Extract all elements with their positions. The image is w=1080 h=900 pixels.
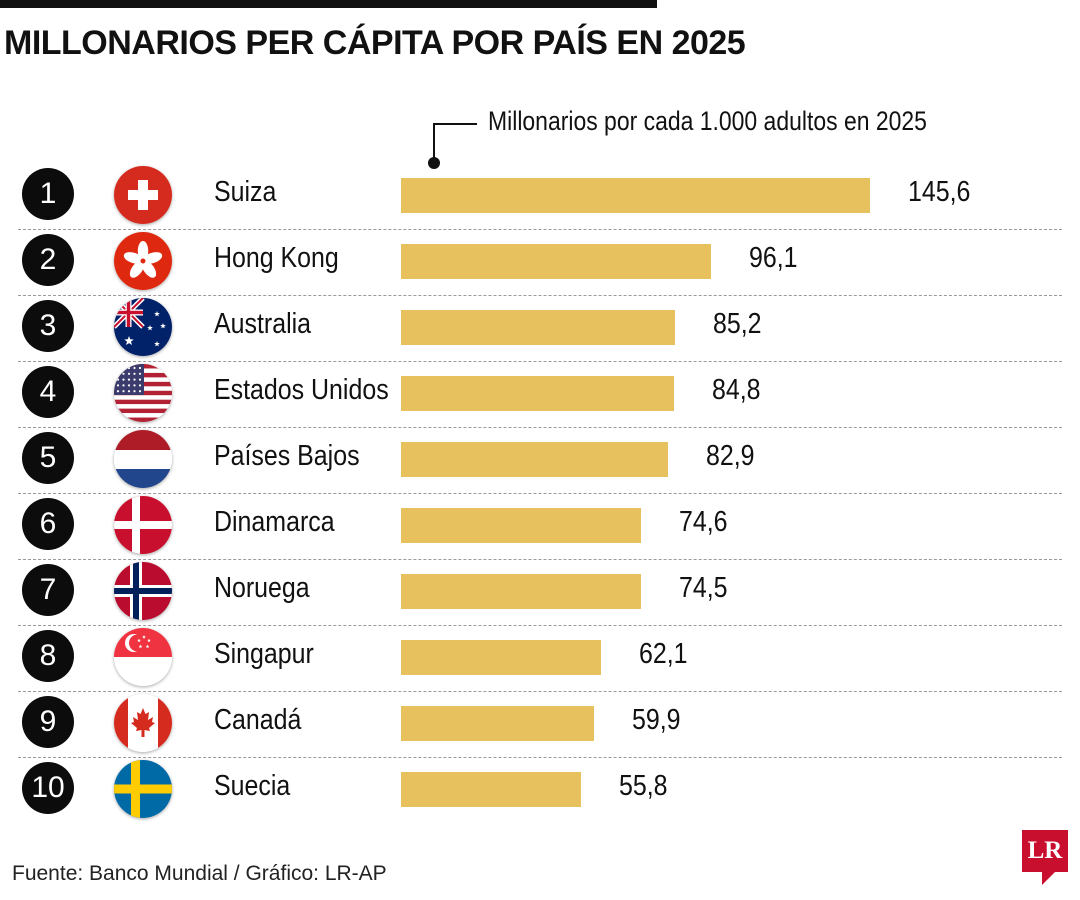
value-label: 55,8 bbox=[619, 770, 668, 802]
rank-badge: 5 bbox=[22, 432, 74, 484]
country-label: Países Bajos bbox=[214, 440, 360, 472]
chart-row: 3 Australia 85,2 bbox=[0, 295, 1080, 362]
rank-badge: 8 bbox=[22, 630, 74, 682]
data-bar bbox=[401, 244, 711, 279]
annotation-dot bbox=[428, 157, 440, 169]
value-label: 84,8 bbox=[712, 374, 761, 406]
source-note: Fuente: Banco Mundial / Gráfico: LR-AP bbox=[12, 862, 387, 885]
data-bar bbox=[401, 772, 581, 807]
data-bar bbox=[401, 310, 675, 345]
country-label: Singapur bbox=[214, 638, 314, 670]
row-divider bbox=[18, 427, 1062, 428]
data-bar bbox=[401, 376, 674, 411]
value-label: 74,6 bbox=[679, 506, 728, 538]
row-divider bbox=[18, 229, 1062, 230]
rank-badge: 9 bbox=[22, 696, 74, 748]
chart-row: 4 Estados Unidos 84,8 bbox=[0, 361, 1080, 428]
data-bar bbox=[401, 640, 601, 675]
row-divider bbox=[18, 625, 1062, 626]
value-label: 96,1 bbox=[749, 242, 798, 274]
chart-row: 7 Noruega 74,5 bbox=[0, 559, 1080, 626]
netherlands-flag-icon bbox=[114, 430, 172, 488]
hong-kong-flag-icon bbox=[114, 232, 172, 290]
data-bar bbox=[401, 706, 594, 741]
data-bar bbox=[401, 574, 641, 609]
value-label: 85,2 bbox=[713, 308, 762, 340]
switzerland-flag-icon bbox=[114, 166, 172, 224]
rank-badge: 7 bbox=[22, 564, 74, 616]
country-label: Estados Unidos bbox=[214, 374, 389, 406]
rank-badge: 6 bbox=[22, 498, 74, 550]
chart-row: 10 Suecia 55,8 bbox=[0, 757, 1080, 823]
chart-row: 5 Países Bajos 82,9 bbox=[0, 427, 1080, 494]
country-label: Canadá bbox=[214, 704, 302, 736]
value-label: 74,5 bbox=[679, 572, 728, 604]
data-bar bbox=[401, 442, 668, 477]
top-rule bbox=[0, 0, 657, 8]
country-label: Suiza bbox=[214, 176, 277, 208]
row-divider bbox=[18, 361, 1062, 362]
chart-row: 2 Hong Kong 96,1 bbox=[0, 229, 1080, 296]
value-label: 59,9 bbox=[632, 704, 681, 736]
denmark-flag-icon bbox=[114, 496, 172, 554]
rank-badge: 1 bbox=[22, 168, 74, 220]
rank-badge: 4 bbox=[22, 366, 74, 418]
canada-flag-icon bbox=[114, 694, 172, 752]
data-bar bbox=[401, 508, 641, 543]
value-label: 62,1 bbox=[639, 638, 688, 670]
country-label: Hong Kong bbox=[214, 242, 339, 274]
chart-row: 1 Suiza 145,6 bbox=[0, 163, 1080, 230]
country-label: Dinamarca bbox=[214, 506, 335, 538]
data-bar bbox=[401, 178, 870, 213]
row-divider bbox=[18, 493, 1062, 494]
rank-badge: 3 bbox=[22, 300, 74, 352]
sweden-flag-icon bbox=[114, 760, 172, 818]
lr-logo-tail bbox=[1042, 871, 1056, 885]
row-divider bbox=[18, 559, 1062, 560]
country-label: Noruega bbox=[214, 572, 310, 604]
chart-title: MILLONARIOS PER CÁPITA POR PAÍS EN 2025 bbox=[4, 24, 746, 62]
norway-flag-icon bbox=[114, 562, 172, 620]
chart-row: 9 Canadá 59,9 bbox=[0, 691, 1080, 758]
series-annotation: Millonarios por cada 1.000 adultos en 20… bbox=[488, 106, 927, 136]
row-divider bbox=[18, 295, 1062, 296]
row-divider bbox=[18, 757, 1062, 758]
value-label: 145,6 bbox=[908, 176, 971, 208]
australia-flag-icon bbox=[114, 298, 172, 356]
chart-row: 8 Singapur 62,1 bbox=[0, 625, 1080, 692]
country-label: Australia bbox=[214, 308, 312, 340]
lr-logo: LR bbox=[1022, 830, 1068, 872]
rank-badge: 2 bbox=[22, 234, 74, 286]
value-label: 82,9 bbox=[706, 440, 755, 472]
singapore-flag-icon bbox=[114, 628, 172, 686]
country-label: Suecia bbox=[214, 770, 291, 802]
row-divider bbox=[18, 691, 1062, 692]
usa-flag-icon bbox=[114, 364, 172, 422]
annotation-leader-vertical bbox=[433, 123, 435, 159]
rank-badge: 10 bbox=[22, 762, 74, 814]
chart-row: 6 Dinamarca 74,6 bbox=[0, 493, 1080, 560]
annotation-leader-horizontal bbox=[433, 123, 477, 125]
